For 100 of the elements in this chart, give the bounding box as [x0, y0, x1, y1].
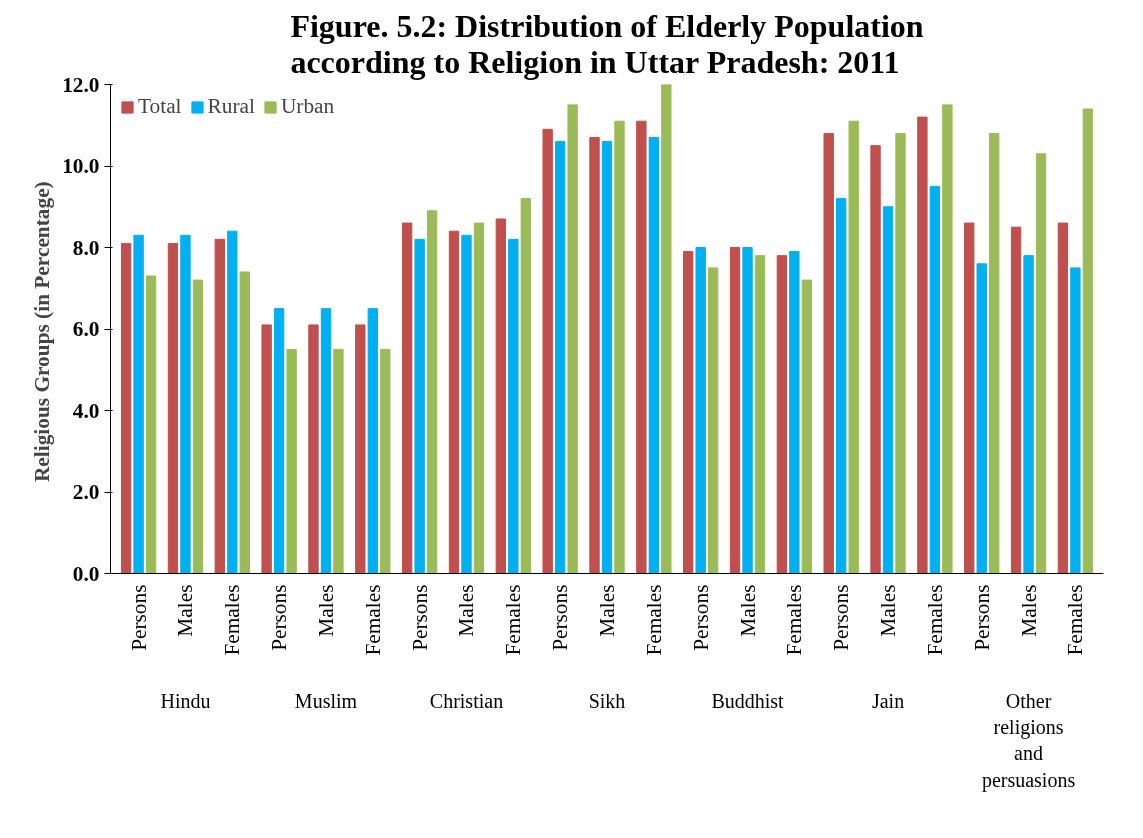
x-tick-label: Persons — [126, 584, 151, 651]
bar — [542, 128, 553, 574]
text: Sikh — [588, 689, 626, 712]
bar — [589, 136, 600, 574]
x-tick-label: Persons — [688, 584, 713, 651]
x-tick-label: Females — [1063, 584, 1088, 656]
bar — [495, 218, 507, 574]
y-tick-label: 12.0 — [62, 72, 100, 97]
legend-label: Urban — [280, 94, 335, 119]
bar — [239, 271, 250, 574]
bar — [286, 348, 297, 574]
bar — [882, 206, 894, 574]
x-tick-label: Females — [220, 584, 245, 656]
x-tick-label: Females — [641, 584, 666, 656]
x-tick-label: Persons — [548, 584, 573, 651]
bar — [1023, 255, 1034, 574]
bar — [683, 251, 694, 574]
bar — [227, 230, 238, 574]
x-tick-label: Persons — [407, 584, 432, 651]
bar — [801, 279, 813, 574]
legend-label: Rural — [207, 94, 255, 119]
x-tick-label: Persons — [969, 584, 994, 651]
bar — [554, 141, 566, 574]
y-tick-label: 4.0 — [72, 398, 100, 423]
bar — [1010, 226, 1022, 574]
bar — [120, 242, 132, 574]
bar — [261, 324, 272, 574]
bar — [192, 279, 204, 574]
text: Muslim — [294, 689, 358, 712]
bar — [695, 247, 706, 574]
bar — [145, 275, 157, 574]
bar — [789, 251, 800, 574]
bar — [401, 222, 413, 574]
bar — [1082, 108, 1094, 574]
bar — [380, 348, 391, 574]
bar — [942, 104, 953, 574]
bar — [1057, 222, 1069, 574]
x-tick-label: Females — [501, 584, 526, 656]
bar — [414, 238, 425, 574]
bar — [167, 242, 179, 574]
bar — [1070, 267, 1081, 574]
bar — [273, 308, 285, 574]
bar — [976, 263, 987, 574]
bar — [508, 238, 519, 574]
bar — [426, 210, 438, 574]
bar — [461, 234, 472, 574]
text: Buddhist — [711, 689, 785, 712]
x-tick-label: Males — [313, 584, 338, 637]
bar — [823, 132, 834, 574]
x-tick-label: Persons — [267, 584, 292, 651]
bar — [848, 120, 859, 574]
x-tick-label: Males — [454, 584, 479, 637]
bar — [929, 185, 941, 574]
bar — [707, 267, 719, 574]
x-tick-label: Males — [595, 584, 619, 637]
text: Hindu — [160, 689, 211, 712]
y-tick-label: 6.0 — [72, 317, 100, 341]
text: Jain — [871, 689, 905, 712]
bar — [601, 141, 613, 574]
text: Christian — [429, 689, 504, 712]
bar — [895, 132, 906, 574]
chart-title: Figure. 5.2: Distribution of Elderly Population according to Religion in Uttar Pradesh: 2011 — [290, 7, 924, 80]
bar — [308, 324, 319, 574]
bar — [133, 234, 144, 574]
bar — [473, 222, 485, 574]
bar — [520, 198, 531, 574]
bar — [729, 247, 741, 574]
bar — [614, 120, 625, 574]
bar — [180, 234, 191, 574]
legend-label: Total — [138, 94, 182, 119]
bar — [870, 145, 881, 574]
bar — [648, 136, 660, 574]
bar — [836, 198, 847, 574]
bar — [917, 116, 928, 574]
bar — [320, 308, 332, 574]
y-tick-label: 8.0 — [72, 235, 100, 260]
bar — [333, 348, 344, 574]
bar — [355, 324, 366, 574]
x-tick-label: Males — [1016, 584, 1041, 637]
bar — [776, 255, 788, 574]
bar — [742, 247, 753, 574]
y-tick-label: 10.0 — [62, 154, 100, 178]
bar — [636, 120, 647, 574]
text: Other religions and persuasions — [981, 689, 1076, 792]
x-tick-label: Persons — [829, 584, 854, 651]
x-tick-label: Females — [360, 584, 385, 656]
x-tick-label: Males — [876, 584, 901, 637]
bar — [567, 104, 578, 574]
bar — [964, 222, 975, 574]
y-tick-label: 2.0 — [72, 480, 100, 504]
bar — [367, 308, 378, 574]
bar — [989, 132, 1000, 574]
y-tick-label: 0.0 — [72, 561, 100, 586]
x-tick-label: Females — [782, 584, 807, 656]
x-tick-label: Females — [922, 584, 947, 656]
x-tick-label: Males — [735, 584, 760, 637]
bar — [448, 230, 460, 574]
bar — [661, 84, 672, 574]
bar — [214, 238, 225, 574]
bar — [1035, 153, 1047, 574]
